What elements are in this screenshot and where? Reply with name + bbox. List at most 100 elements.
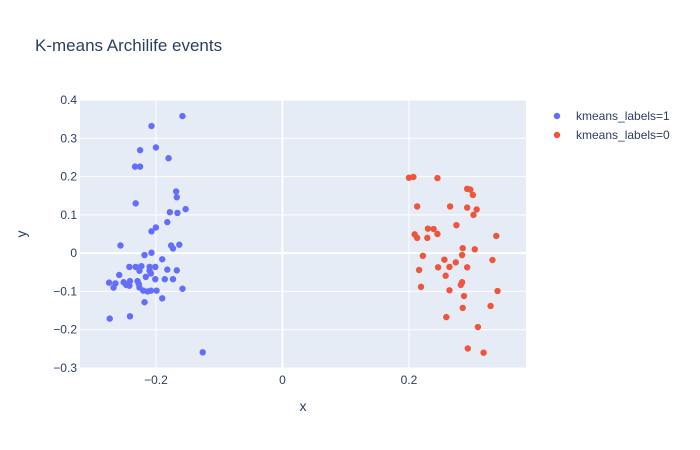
- data-point-cluster-0: [470, 211, 477, 219]
- data-point-cluster-0: [474, 323, 482, 331]
- data-point-cluster-1: [173, 267, 180, 274]
- data-point-cluster-1: [164, 266, 171, 273]
- data-point-cluster-1: [179, 285, 186, 292]
- legend[interactable]: kmeans_labels=1 kmeans_labels=0: [553, 109, 670, 142]
- data-point-cluster-1: [141, 298, 148, 306]
- data-point-cluster-0: [434, 174, 441, 182]
- data-point-cluster-1: [174, 209, 181, 217]
- data-point-cluster-0: [410, 173, 417, 181]
- legend-item[interactable]: kmeans_labels=0: [553, 128, 670, 142]
- data-point-cluster-0: [480, 349, 487, 356]
- data-point-cluster-1: [152, 144, 160, 151]
- data-point-cluster-0: [464, 345, 471, 352]
- y-tick-label: 0.1: [60, 208, 77, 222]
- data-point-cluster-0: [463, 204, 471, 211]
- legend-item[interactable]: kmeans_labels=1: [553, 109, 670, 123]
- data-point-cluster-1: [165, 154, 172, 162]
- data-point-cluster-1: [176, 241, 183, 248]
- data-points: [105, 112, 501, 356]
- data-point-cluster-1: [182, 205, 189, 213]
- data-point-cluster-0: [469, 191, 477, 199]
- data-point-cluster-0: [417, 283, 425, 291]
- data-point-cluster-1: [117, 242, 124, 249]
- data-point-cluster-0: [459, 244, 466, 252]
- data-point-cluster-0: [467, 186, 474, 193]
- data-point-cluster-1: [131, 163, 139, 170]
- data-point-cluster-1: [148, 228, 155, 235]
- data-point-cluster-0: [441, 256, 448, 263]
- data-point-cluster-0: [413, 234, 421, 242]
- data-point-cluster-0: [419, 252, 427, 260]
- data-point-cluster-0: [446, 287, 453, 294]
- y-tick-label: 0.2: [60, 170, 77, 184]
- legend-label: kmeans_labels=0: [576, 128, 670, 142]
- data-point-cluster-1: [148, 249, 155, 256]
- data-point-cluster-0: [443, 313, 450, 321]
- data-point-cluster-1: [152, 224, 160, 231]
- x-tick-label: −0.2: [144, 373, 168, 387]
- data-point-cluster-1: [136, 146, 144, 154]
- data-point-cluster-0: [446, 263, 453, 271]
- data-point-cluster-0: [446, 203, 454, 210]
- x-tick-label: 0.2: [401, 373, 418, 387]
- data-point-cluster-0: [442, 272, 449, 279]
- data-point-cluster-1: [199, 349, 206, 356]
- data-point-cluster-1: [169, 245, 177, 252]
- legend-marker: [553, 112, 561, 120]
- data-point-cluster-1: [136, 163, 144, 170]
- data-point-cluster-1: [110, 284, 117, 291]
- data-point-cluster-0: [424, 225, 432, 232]
- data-point-cluster-0: [489, 256, 496, 264]
- y-tick-label: 0: [70, 246, 77, 260]
- data-point-cluster-0: [494, 287, 501, 295]
- data-point-cluster-0: [473, 206, 480, 213]
- data-point-cluster-0: [453, 221, 460, 229]
- y-tick-label: −0.1: [53, 284, 77, 298]
- data-point-cluster-0: [463, 264, 471, 271]
- data-point-cluster-0: [487, 302, 494, 310]
- data-point-cluster-0: [415, 266, 423, 274]
- data-point-cluster-0: [457, 281, 465, 289]
- data-point-cluster-1: [173, 194, 180, 201]
- data-point-cluster-0: [460, 292, 468, 300]
- data-point-cluster-1: [147, 270, 155, 277]
- data-point-cluster-1: [172, 188, 180, 195]
- data-point-cluster-0: [430, 225, 437, 233]
- data-point-cluster-0: [452, 259, 459, 266]
- x-tick-label: 0: [279, 373, 286, 387]
- x-axis-title: x: [300, 398, 307, 414]
- data-point-cluster-1: [136, 267, 143, 274]
- data-point-cluster-0: [458, 251, 466, 259]
- data-point-cluster-1: [153, 287, 160, 294]
- data-point-cluster-0: [471, 246, 478, 253]
- data-point-cluster-0: [434, 230, 441, 238]
- data-point-cluster-1: [126, 263, 133, 271]
- data-point-cluster-1: [164, 218, 171, 226]
- legend-marker: [553, 131, 561, 139]
- legend-label: kmeans_labels=1: [576, 109, 670, 123]
- data-point-cluster-1: [159, 256, 166, 263]
- y-tick-label: 0.3: [60, 131, 77, 145]
- data-point-cluster-0: [493, 232, 500, 240]
- data-point-cluster-1: [106, 315, 113, 322]
- data-point-cluster-1: [161, 275, 168, 283]
- data-point-cluster-1: [126, 313, 134, 320]
- data-point-cluster-1: [144, 288, 151, 295]
- chart-title: K-means Archilife events: [35, 36, 222, 55]
- data-point-cluster-1: [141, 251, 148, 259]
- data-point-cluster-1: [148, 122, 155, 130]
- data-point-cluster-1: [166, 208, 174, 216]
- data-point-cluster-0: [434, 264, 442, 271]
- data-point-cluster-0: [459, 304, 466, 312]
- y-axis-title: y: [13, 231, 29, 238]
- data-point-cluster-1: [116, 271, 123, 279]
- data-point-cluster-1: [152, 275, 159, 283]
- y-tick-label: 0.4: [60, 93, 77, 107]
- data-point-cluster-0: [413, 203, 421, 210]
- y-tick-label: −0.3: [53, 361, 77, 375]
- y-tick-label: −0.2: [53, 323, 77, 337]
- data-point-cluster-1: [152, 263, 159, 271]
- data-point-cluster-1: [142, 273, 149, 281]
- data-point-cluster-1: [126, 282, 133, 289]
